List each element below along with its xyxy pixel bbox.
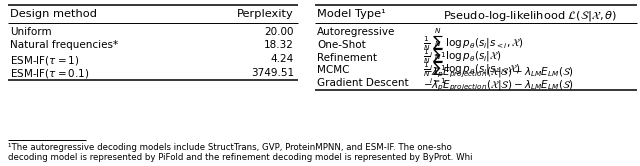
Text: decoding model is represented by PiFold and the refinement decoding model is rep: decoding model is represented by PiFold … [8,153,472,162]
Text: Pseudo-log-likelihood $\mathcal{L}(\mathcal{S}|\mathcal{X}, \theta)$: Pseudo-log-likelihood $\mathcal{L}(\math… [443,9,617,23]
Text: 20.00: 20.00 [264,27,294,37]
Text: Gradient Descent: Gradient Descent [317,78,408,88]
Text: Model Type¹: Model Type¹ [317,9,386,19]
Text: ¹The autoregressive decoding models include StructTrans, GVP, ProteinMPNN, and E: ¹The autoregressive decoding models incl… [8,143,452,152]
Text: $\frac{1}{N}\sum_{i=1}^{N} \log p_{\theta}(s_i|s_{-i}, \mathcal{X})$: $\frac{1}{N}\sum_{i=1}^{N} \log p_{\thet… [423,53,521,86]
Text: $\frac{1}{N}\sum_{i=1}^{N} \log p_{\theta}(s_i|\mathcal{X})$: $\frac{1}{N}\sum_{i=1}^{N} \log p_{\thet… [423,40,502,73]
Text: ESM-IF($\tau = 0.1$): ESM-IF($\tau = 0.1$) [10,68,90,81]
Text: 4.24: 4.24 [271,54,294,64]
Text: Refinement: Refinement [317,53,377,63]
Text: Autoregressive: Autoregressive [317,27,396,37]
Text: $-\lambda_p E_{projection}(\mathcal{X}|\mathcal{S}) - \lambda_{LM} E_{LM}(\mathc: $-\lambda_p E_{projection}(\mathcal{X}|\… [423,65,574,80]
Text: $-\lambda_p E_{projection}(\mathcal{X}|\mathcal{S}) - \lambda_{LM} E_{LM}(\mathc: $-\lambda_p E_{projection}(\mathcal{X}|\… [423,78,574,93]
Text: Design method: Design method [10,9,97,19]
Text: Uniform: Uniform [10,27,52,37]
Text: 18.32: 18.32 [264,41,294,50]
Text: One-Shot: One-Shot [317,40,365,50]
Text: Natural frequencies*: Natural frequencies* [10,41,118,50]
Text: $\frac{1}{N}\sum_{i=1}^{N} \log p_{\theta}(s_i|s_{<i}, \mathcal{X})$: $\frac{1}{N}\sum_{i=1}^{N} \log p_{\thet… [423,27,524,60]
Text: MCMC: MCMC [317,65,349,75]
Text: 3749.51: 3749.51 [251,68,294,78]
Text: ESM-IF($\tau = 1$): ESM-IF($\tau = 1$) [10,54,79,67]
Text: Perplexity: Perplexity [237,9,294,19]
